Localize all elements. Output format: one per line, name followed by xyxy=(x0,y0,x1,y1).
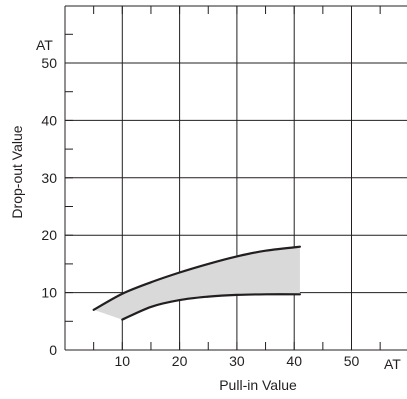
y-tick-label-0: 0 xyxy=(49,342,57,358)
x-tick-label-40: 40 xyxy=(286,353,302,369)
range-band-fill xyxy=(93,246,300,320)
x-axis-title: Pull-in Value xyxy=(219,377,297,393)
x-tick-label-20: 20 xyxy=(172,353,188,369)
plot-frame xyxy=(64,5,407,351)
y-tick-label-10: 10 xyxy=(41,285,57,301)
labels: AT AT Pull-in Value Drop-out Value 10 20 3… xyxy=(9,37,401,393)
curves xyxy=(92,245,301,321)
y-tick-label-50: 50 xyxy=(41,55,57,71)
y-tick-label-20: 20 xyxy=(41,227,57,243)
x-tick-label-50: 50 xyxy=(344,353,360,369)
y-unit-label: AT xyxy=(36,37,53,53)
range-band xyxy=(93,246,300,320)
upper-bound-curve xyxy=(92,245,301,311)
y-axis-title: Drop-out Value xyxy=(9,125,25,218)
x-tick-label-30: 30 xyxy=(229,353,245,369)
lower-bound-curve xyxy=(121,293,301,321)
y-tick-label-30: 30 xyxy=(41,170,57,186)
y-tick-label-40: 40 xyxy=(41,112,57,128)
x-unit-label: AT xyxy=(384,356,401,372)
x-tick-label-10: 10 xyxy=(115,353,131,369)
